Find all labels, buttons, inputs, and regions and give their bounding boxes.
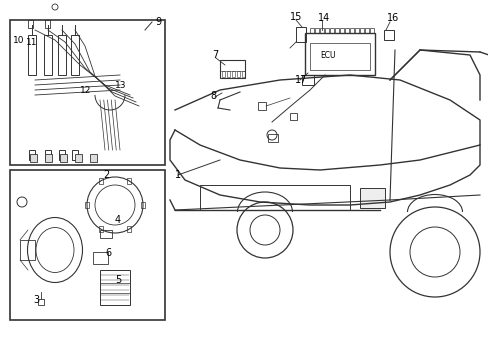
Bar — [309, 43, 369, 70]
Bar — [242, 71, 244, 77]
Bar — [28, 35, 36, 75]
Bar — [90, 154, 97, 162]
Bar — [222, 71, 224, 77]
Text: 10: 10 — [13, 36, 24, 45]
Bar — [60, 154, 67, 162]
Bar — [334, 28, 338, 33]
Bar — [354, 28, 358, 33]
Bar — [369, 28, 373, 33]
Bar — [10, 20, 164, 165]
Text: 17: 17 — [294, 75, 307, 85]
Bar — [325, 28, 328, 33]
Bar — [72, 150, 78, 160]
Bar — [359, 28, 363, 33]
Bar — [29, 150, 35, 160]
Text: 9: 9 — [155, 17, 161, 27]
Bar — [237, 71, 240, 77]
Bar — [127, 226, 131, 232]
Bar — [58, 35, 66, 75]
Bar — [75, 154, 82, 162]
Bar — [295, 27, 305, 42]
Bar — [30, 154, 37, 162]
Bar — [329, 28, 333, 33]
Bar — [309, 28, 313, 33]
Bar — [359, 188, 384, 208]
Text: 16: 16 — [386, 13, 398, 23]
Bar — [59, 150, 65, 160]
Bar — [364, 28, 368, 33]
Bar — [231, 71, 235, 77]
Bar — [267, 134, 278, 142]
Text: 13: 13 — [115, 81, 126, 90]
Bar — [44, 35, 52, 75]
Bar — [38, 299, 44, 305]
Bar — [45, 154, 52, 162]
Text: 5: 5 — [115, 275, 121, 285]
Text: 6: 6 — [105, 248, 111, 258]
Text: ECU: ECU — [319, 50, 335, 59]
Bar — [305, 33, 374, 75]
Text: 4: 4 — [115, 215, 121, 225]
Bar — [141, 202, 145, 208]
Bar — [349, 28, 353, 33]
Bar — [93, 252, 108, 264]
Bar — [45, 150, 51, 160]
Text: 12: 12 — [80, 86, 91, 95]
Text: 3: 3 — [33, 295, 39, 305]
Text: 14: 14 — [317, 13, 329, 23]
Bar — [258, 102, 265, 110]
Bar — [85, 202, 89, 208]
Bar — [100, 230, 112, 238]
Text: 11: 11 — [26, 37, 38, 46]
Bar — [319, 28, 324, 33]
Bar — [200, 185, 349, 210]
Bar — [339, 28, 343, 33]
Bar — [45, 20, 50, 28]
Bar — [226, 71, 229, 77]
Bar — [10, 170, 164, 320]
Bar — [99, 178, 103, 184]
Bar — [289, 113, 296, 120]
Bar — [71, 35, 79, 75]
Bar — [100, 270, 130, 305]
Text: 1: 1 — [175, 170, 181, 180]
Bar — [383, 30, 393, 40]
Text: 7: 7 — [212, 50, 218, 60]
Bar — [220, 60, 244, 78]
Bar — [345, 28, 348, 33]
Bar — [302, 75, 313, 85]
Text: 8: 8 — [209, 91, 216, 101]
Bar — [127, 178, 131, 184]
Bar — [99, 226, 103, 232]
Bar — [20, 240, 35, 260]
Bar — [314, 28, 318, 33]
Text: 2: 2 — [103, 170, 109, 180]
Text: 15: 15 — [289, 12, 302, 22]
Bar — [28, 20, 33, 28]
